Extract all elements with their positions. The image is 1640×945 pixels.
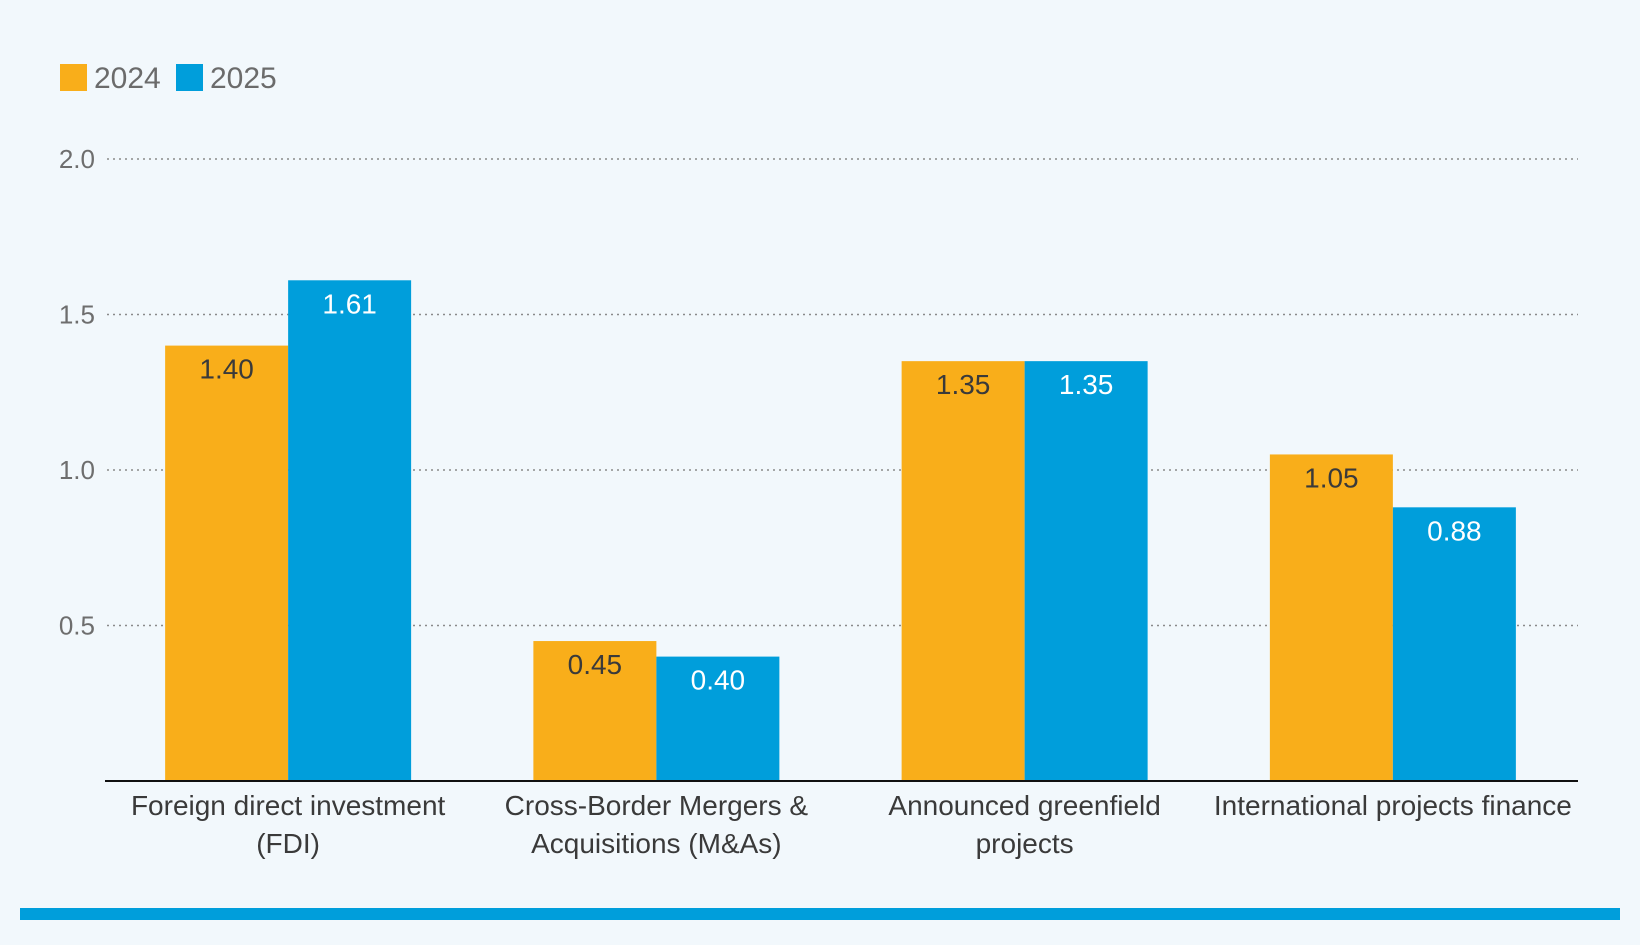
x-category-label-2-line-1: projects [976,828,1074,859]
legend-label-2024: 2024 [94,62,161,95]
bar-label-2024-2: 1.35 [936,369,991,400]
bar-label-2024-3: 1.05 [1304,462,1359,493]
bar-2024-2 [901,361,1025,781]
bar-label-2025-3: 0.88 [1427,515,1482,546]
bar-label-2025-2: 1.35 [1059,369,1114,400]
bar-2025-1 [656,656,780,781]
x-category-label-1-line-1: Acquisitions (M&As) [531,828,782,859]
x-category-label-3-line-0: International projects finance [1214,790,1572,821]
x-category-label-2-line-0: Announced greenfield [888,790,1160,821]
x-axis-category-labels: Foreign direct investment (FDI) Cross-Bord… [131,790,1572,859]
bar-2025-0 [288,280,412,781]
legend-label-2025: 2025 [210,62,277,95]
bar-2024-3 [1269,454,1393,781]
y-tick-label-0.5: 0.5 [59,611,95,641]
y-tick-label-2.0: 2.0 [59,144,95,174]
x-category-label-1-line-0: Cross-Border Mergers & [505,790,809,821]
bars [165,280,1516,781]
legend: 2024 2025 [60,62,277,95]
bar-2025-2 [1024,361,1148,781]
bar-2024-1 [533,641,657,781]
bar-2024-0 [165,345,289,781]
legend-swatch-2025 [176,64,203,91]
x-category-label-0-line-0: Foreign direct investment [131,790,446,821]
bar-label-2024-0: 1.40 [199,354,254,385]
bar-label-2025-0: 1.61 [322,288,377,319]
legend-swatch-2024 [60,64,87,91]
bottom-accent-rule [20,908,1620,920]
y-tick-label-1.5: 1.5 [59,300,95,330]
x-category-label-0-line-1: (FDI) [256,828,320,859]
y-axis-ticks: 0.5 1.0 1.5 2.0 [59,144,95,641]
bar-2025-3 [1392,507,1516,781]
y-tick-label-1.0: 1.0 [59,455,95,485]
bar-label-2024-1: 0.45 [568,649,623,680]
bar-label-2025-1: 0.40 [691,665,746,696]
bar-value-labels: 1.40 1.61 0.45 0.40 1.35 1.35 1.05 0.88 [199,288,1481,695]
